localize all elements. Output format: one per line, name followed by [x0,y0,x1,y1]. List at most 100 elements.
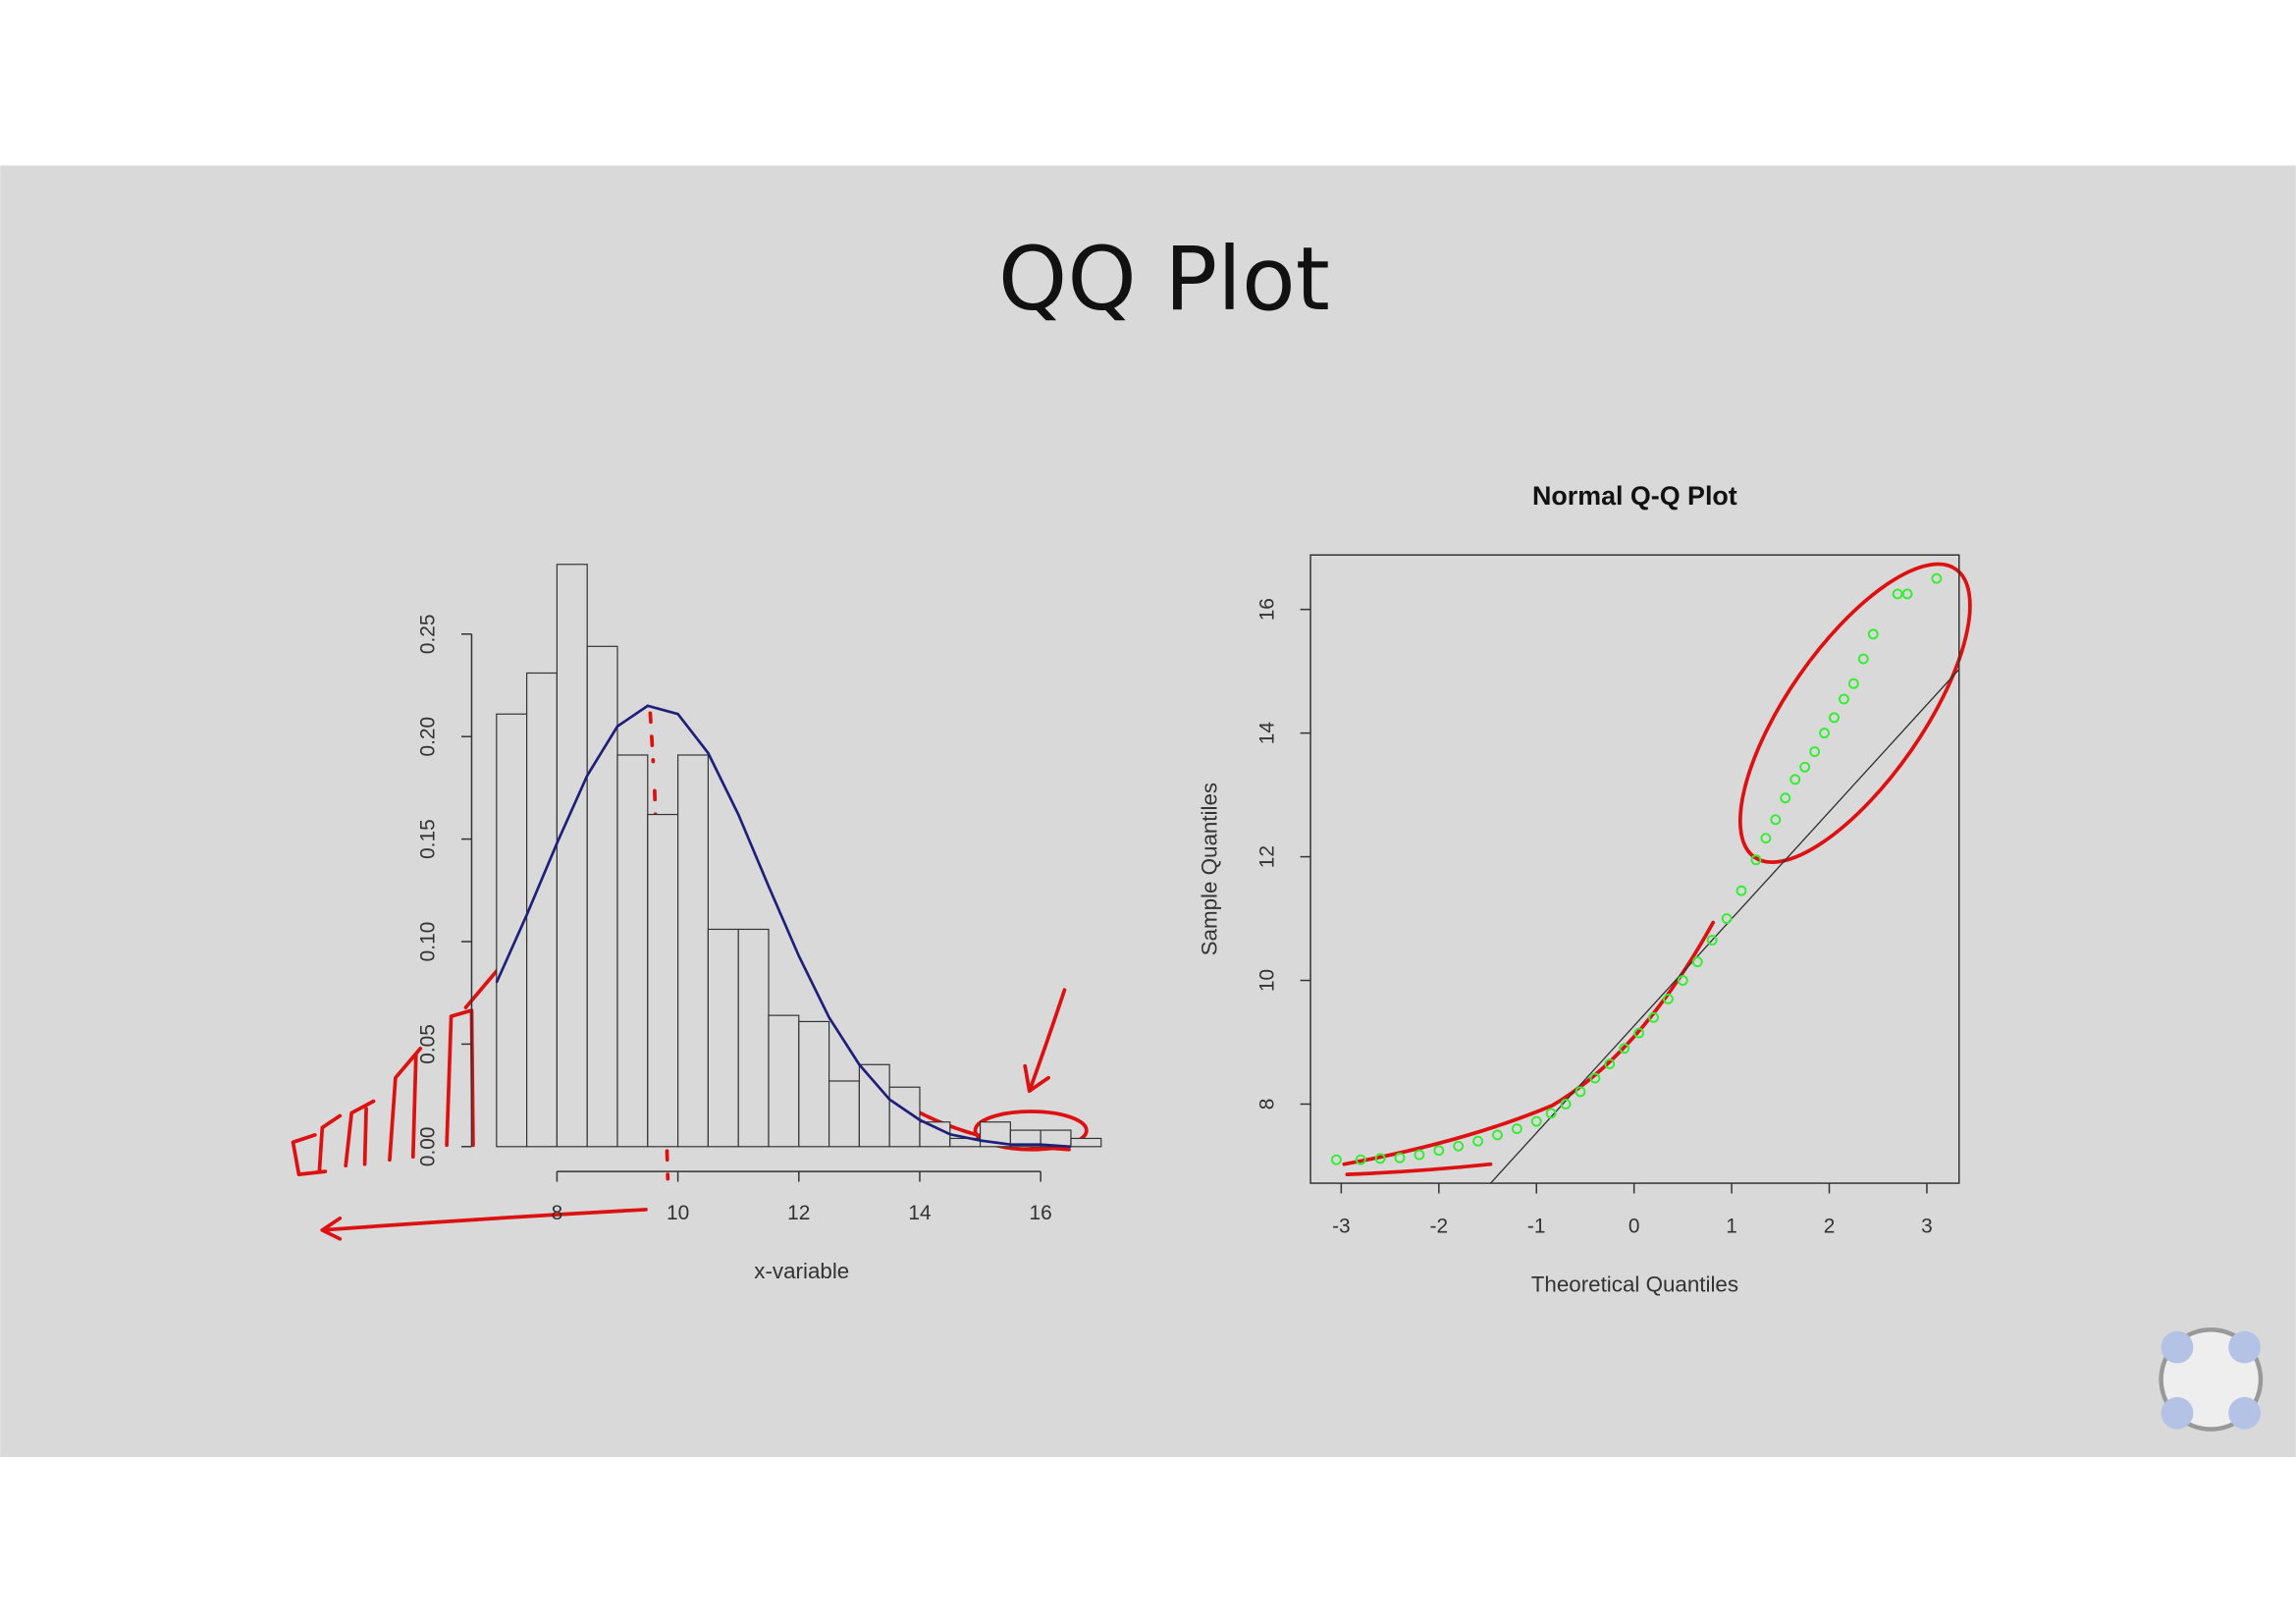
data-point [1619,1043,1630,1055]
data-point [1780,792,1791,804]
data-point [1394,1152,1406,1164]
icon-dot [2228,1396,2261,1430]
bar [586,645,618,1148]
data-point [1829,712,1840,724]
data-point [1750,854,1762,866]
data-point [1901,588,1913,600]
bar [737,928,770,1148]
bar [677,754,709,1148]
slide-background [0,165,2296,1457]
data-point [1433,1145,1445,1157]
data-point [1530,1115,1542,1127]
bar [919,1121,951,1148]
data-point [1604,1058,1616,1069]
y-tick-label: 0.25 [417,614,440,654]
x-tick-label: 12 [787,1202,810,1224]
data-point [1760,833,1772,844]
plot-title: Normal Q-Q Plot [1532,481,1737,511]
y-tick-label: 16 [1255,598,1278,621]
bar [526,672,559,1148]
x-tick-label: -1 [1527,1215,1546,1237]
data-point [1633,1027,1645,1039]
bar [556,564,588,1148]
reference-line [1489,669,1959,1184]
x-tick-label: -2 [1430,1215,1449,1237]
data-point [1892,588,1903,600]
upper-tail-circle [1737,562,1972,864]
data-point [1663,993,1674,1004]
data-point [1809,746,1821,757]
data-point [1857,653,1869,665]
x-tick-label: 8 [552,1202,563,1224]
x-tick-label: -3 [1332,1215,1351,1237]
icon-dot [2161,1396,2194,1430]
x-tick-label: 2 [1824,1215,1836,1237]
data-point [1589,1072,1601,1084]
x-axis-label: x-variable [754,1259,849,1283]
x-axis-label: Theoretical Quantiles [1531,1272,1738,1296]
bar [798,1020,830,1148]
data-point [1735,885,1747,896]
data-point [1838,693,1849,705]
data-point [1931,572,1943,584]
y-tick-label: 10 [1255,969,1278,992]
y-tick-label: 0.15 [417,819,440,859]
bar [647,813,679,1148]
arrow-left [320,1208,648,1241]
y-axis-label: Sample Quantiles [1198,783,1222,955]
data-point [1575,1086,1586,1098]
x-tick-label: 10 [667,1202,689,1224]
data-point [1819,728,1830,739]
icon-dot [2161,1330,2194,1364]
data-point [1648,1011,1659,1023]
x-tick-label: 3 [1921,1215,1933,1237]
data-point [1706,935,1718,947]
x-tick-label: 0 [1629,1215,1640,1237]
icon-dot [2228,1330,2261,1364]
data-point [1414,1149,1425,1161]
histogram-chart: 8 10 12 14 16 x-variable 0.00 0.05 0.10 0.15 0.20 0… [417,564,1102,1283]
data-point [1511,1123,1522,1135]
y-tick-label: 14 [1255,722,1278,744]
data-point [1472,1135,1484,1147]
slide-title: QQ Plot [998,229,1330,331]
bar [768,1014,800,1148]
data-point [1770,814,1782,826]
data-point [1847,677,1859,689]
data-point [1492,1129,1503,1141]
x-tick-label: 1 [1726,1215,1737,1237]
y-tick-label: 8 [1255,1099,1278,1110]
y-tick-label: 0.20 [417,717,440,757]
data-point [1330,1154,1342,1165]
bar [496,713,528,1148]
bar [858,1063,890,1148]
bar [828,1080,860,1148]
bar [1070,1137,1102,1148]
presenter-icon [2159,1326,2264,1432]
data-point [1560,1099,1572,1110]
data-point [1721,913,1733,924]
y-tick-label: 0.05 [417,1024,440,1064]
data-point [1867,628,1879,640]
arrow-down [1023,988,1067,1093]
data-point [1789,774,1801,785]
data-point [1677,975,1688,986]
tail-circle [973,1110,1089,1152]
bar [707,928,739,1148]
y-tick-label: 0.10 [417,922,440,962]
density-curve [495,704,1072,1149]
data-point [1374,1153,1386,1164]
y-tick-label: 0.00 [417,1126,440,1166]
data-point [1545,1108,1557,1119]
x-tick-label: 14 [908,1202,931,1224]
data-point [1799,761,1811,773]
qq-chart: Normal Q-Q Plot-3 -2 -1 0 1 2 3810121416Theore… [1198,481,1960,1296]
bar [616,754,649,1148]
x-tick-label: 16 [1030,1202,1052,1224]
y-tick-label: 12 [1255,845,1278,868]
data-point [1355,1154,1366,1165]
data-point [1691,956,1703,968]
data-point [1453,1140,1465,1152]
